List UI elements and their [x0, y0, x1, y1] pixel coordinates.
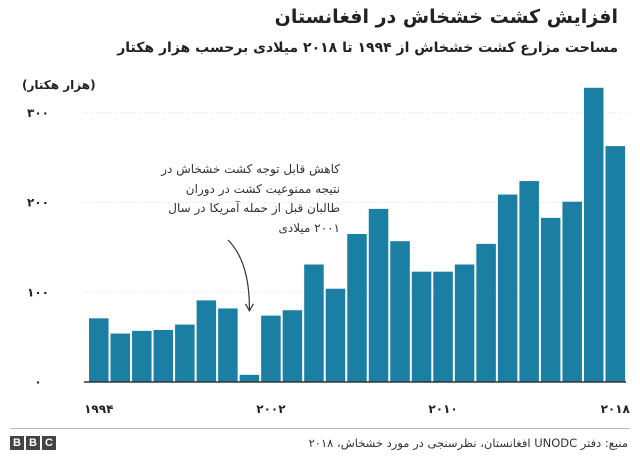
bar — [89, 318, 109, 382]
logo-letter: B — [10, 436, 24, 450]
bar — [519, 181, 539, 382]
y-tick-label: ۰ — [34, 375, 41, 389]
logo-letter: C — [42, 436, 56, 450]
bar — [583, 87, 604, 382]
bar — [110, 333, 131, 382]
bar — [325, 288, 346, 382]
bbc-logo: B B C — [10, 436, 56, 450]
bar — [411, 271, 432, 382]
bar — [368, 208, 389, 382]
bar — [454, 264, 475, 382]
bar-chart: ۰ ۱۰۰ ۲۰۰ ۳۰۰ ۱۹۹۴ ۲۰۰۲ ۲۰۱۰ ۲۰۱۸ — [27, 87, 631, 416]
bar — [476, 243, 496, 382]
annotation-arrowhead — [244, 303, 254, 313]
bar — [304, 264, 324, 382]
bar — [497, 194, 518, 382]
annotation-arrow — [227, 239, 251, 311]
chart-subtitle: مساحت مزارع کشت خشخاش از ۱۹۹۴ تا ۲۰۱۸ می… — [117, 40, 618, 56]
bar — [261, 315, 281, 382]
x-tick-label: ۲۰۱۰ — [428, 402, 457, 416]
bar — [562, 201, 582, 382]
bar — [239, 374, 260, 382]
y-tick-label: ۲۰۰ — [27, 196, 49, 210]
bar — [196, 300, 217, 382]
bar — [390, 241, 410, 382]
y-tick-label: ۳۰۰ — [27, 106, 49, 120]
x-tick-label: ۲۰۰۲ — [256, 402, 286, 416]
bar — [175, 324, 195, 382]
y-axis-label: (هزار هکتار) — [22, 78, 96, 92]
bar — [132, 330, 152, 382]
bar — [605, 146, 625, 382]
annotation-text: کاهش قابل توجه کشت خشخاش در نتیجه ممنوعی… — [161, 162, 340, 235]
chart-title: افزایش کشت خشخاش در افغانستان — [274, 6, 618, 28]
bar — [347, 234, 367, 382]
bar — [540, 217, 561, 382]
y-tick-label: ۱۰۰ — [27, 285, 49, 299]
footer-divider — [10, 428, 630, 429]
logo-letter: B — [26, 436, 40, 450]
bar — [282, 310, 303, 382]
x-tick-label: ۲۰۱۸ — [601, 402, 631, 416]
x-tick-label: ۱۹۹۴ — [84, 402, 113, 416]
source-note: منبع: دفتر UNODC افغانستان، نظرسنجی در م… — [308, 436, 628, 450]
bar — [218, 308, 238, 382]
bar — [153, 329, 174, 382]
bar — [433, 271, 453, 382]
